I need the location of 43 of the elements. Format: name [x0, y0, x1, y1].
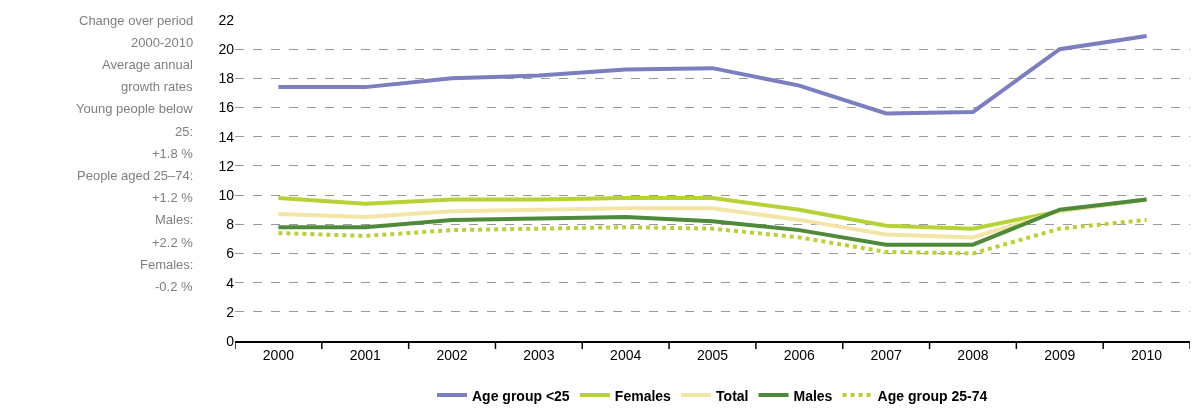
x-tick-label: 2005 [696, 346, 729, 363]
x-tick-label: 2004 [610, 346, 642, 363]
y-tick-label: 4 [226, 274, 235, 291]
text: Change over period [79, 13, 194, 28]
text: +1.2 % [152, 190, 194, 205]
text: Males: [155, 212, 194, 227]
text: 2000-2010 [131, 35, 194, 50]
legend-label: Males [793, 387, 833, 404]
y-tick-label: 0 [226, 332, 235, 349]
x-tick-label: 2003 [523, 346, 555, 363]
y-tick-label: 2 [226, 303, 235, 320]
text: Females: [140, 257, 194, 272]
y-tick-label: 22 [218, 11, 235, 28]
y-tick-label: 8 [226, 216, 235, 233]
text: 25: [175, 124, 194, 139]
x-tick-label: 2000 [262, 346, 295, 363]
x-tick-label: 2007 [870, 346, 902, 363]
text: People aged 25–74: [77, 168, 194, 183]
legend-label: Age group <25 [472, 387, 570, 404]
y-tick-label: 12 [218, 157, 235, 174]
text: +2.2 % [152, 235, 194, 250]
y-tick-label: 20 [218, 41, 235, 58]
legend-label: Females [614, 387, 672, 404]
x-tick-label: 2001 [349, 346, 382, 363]
text: Young people below [76, 101, 194, 116]
x-tick-label: 2008 [957, 346, 989, 363]
text: +1.8 % [152, 146, 194, 161]
x-tick-label: 2002 [436, 346, 468, 363]
line-series [276, 217, 1149, 256]
text: -0.2 % [155, 279, 194, 294]
legend-label: Age group 25-74 [877, 387, 988, 404]
y-tick-label: 10 [218, 186, 235, 203]
legend-label: Total [716, 387, 749, 404]
x-tick-label: 2010 [1131, 346, 1163, 363]
text: growth rates [121, 79, 194, 94]
x-tick-label: 2006 [783, 346, 816, 363]
y-tick-label: 6 [226, 245, 235, 262]
y-tick-label: 18 [218, 70, 235, 87]
y-tick-label: 16 [218, 99, 235, 116]
x-tick-label: 2009 [1044, 346, 1076, 363]
y-tick-label: 14 [218, 128, 235, 145]
line-series [276, 34, 1149, 116]
text: Average annual [102, 57, 193, 72]
